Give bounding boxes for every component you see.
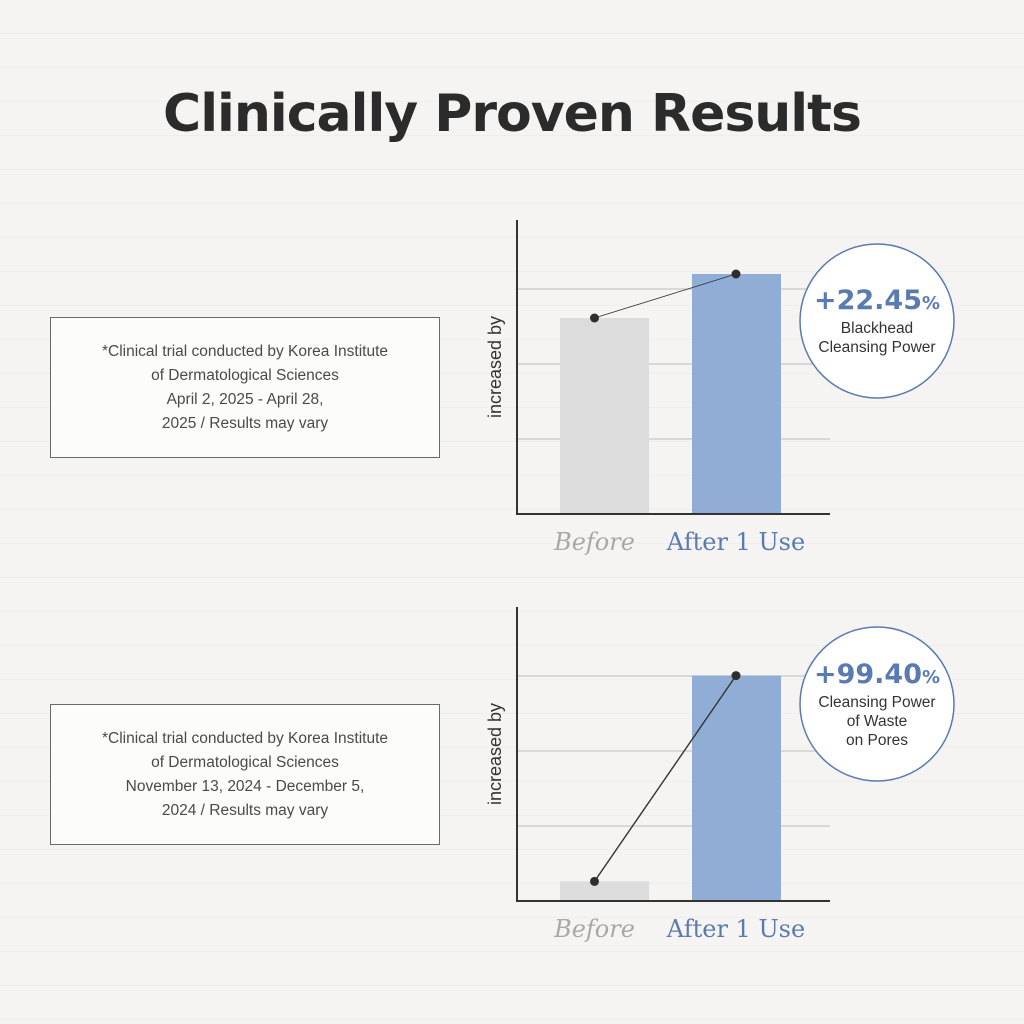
callout-circle <box>799 243 955 399</box>
point-after <box>731 269 741 279</box>
bar-before <box>560 318 649 514</box>
callout-unit: % <box>922 293 940 314</box>
callout-label-line: Cleansing Power <box>818 694 935 711</box>
connector-line <box>594 273 737 319</box>
callout-value: +22.45% <box>814 285 940 316</box>
bar-before <box>560 881 649 901</box>
bar-after <box>692 273 781 514</box>
category-label-before: Before <box>553 528 635 556</box>
connector-line <box>593 675 737 882</box>
point-after <box>731 671 741 681</box>
callout-label-line: of Waste <box>847 713 908 730</box>
callout-label-line: Blackhead <box>841 320 913 337</box>
y-axis-label: increased by <box>485 316 505 418</box>
y-axis-label: increased by <box>485 703 505 805</box>
trial-note-text: *Clinical trial conducted by Korea Insti… <box>101 342 389 432</box>
bar-chart-blackhead: increased by Before After 1 Use +22.45% Blac… <box>485 220 955 556</box>
bar-chart-pores: increased by Before After 1 Use +99.40% Clea… <box>485 607 955 943</box>
category-label-after: After 1 Use <box>666 915 805 943</box>
bar-after <box>692 675 781 901</box>
page-title: Clinically Proven Results <box>163 84 862 144</box>
category-label-after: After 1 Use <box>666 528 805 556</box>
trial-note-text: *Clinical trial conducted by Korea Insti… <box>101 729 389 819</box>
point-before <box>590 876 599 886</box>
trial-note-box: *Clinical trial conducted by Korea Insti… <box>50 317 440 458</box>
point-before <box>590 313 599 323</box>
category-label-before: Before <box>553 915 635 943</box>
callout-label-line: Cleansing Power <box>818 339 935 356</box>
callout-label-line: on Pores <box>846 732 908 749</box>
trial-note-box: *Clinical trial conducted by Korea Insti… <box>50 704 440 845</box>
callout-value: +99.40% <box>814 659 940 690</box>
callout-circle <box>799 626 955 782</box>
callout-unit: % <box>922 667 940 688</box>
